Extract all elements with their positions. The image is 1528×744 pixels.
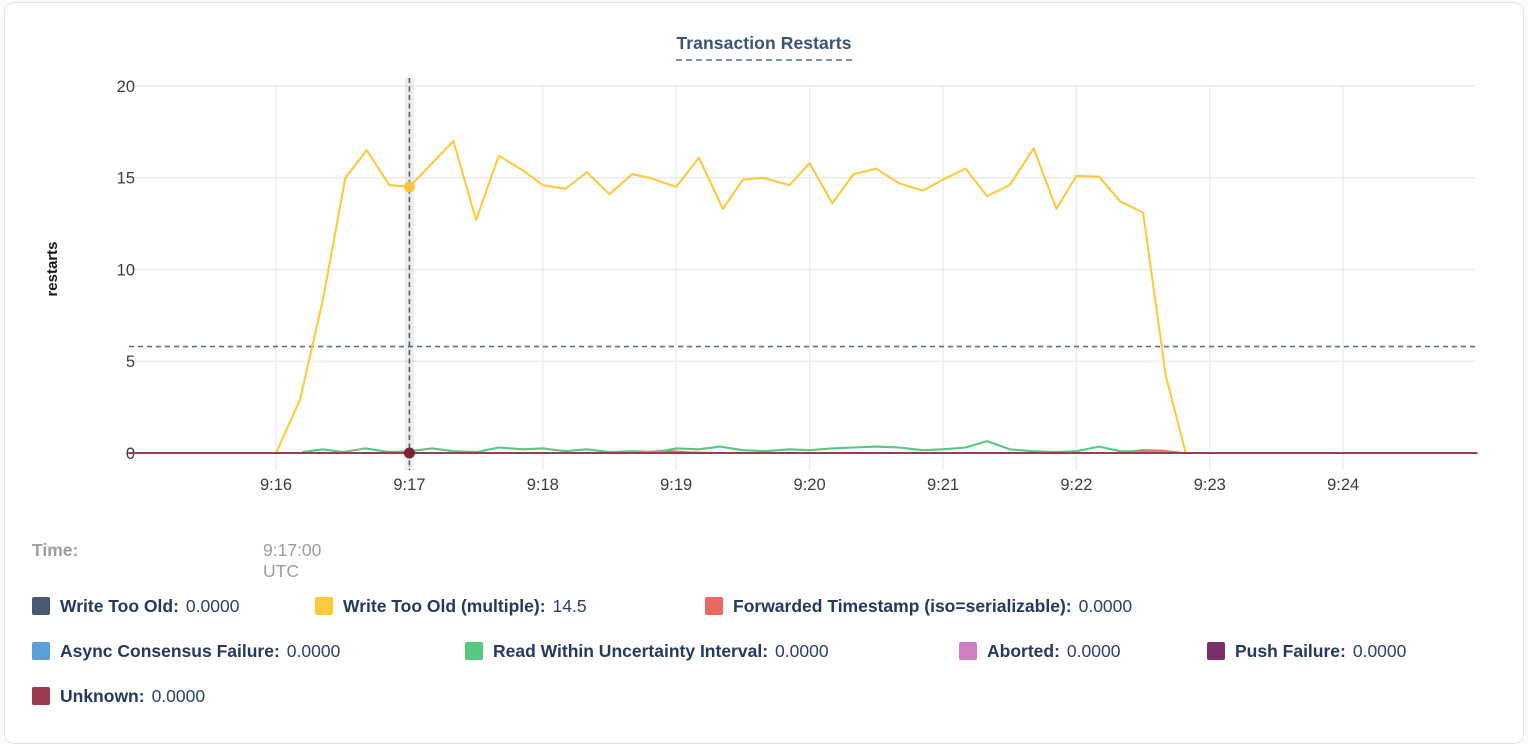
legend-item-unknown: Unknown: 0.0000 [32,686,205,708]
legend-value: 0.0000 [1352,641,1407,661]
legend-label: Push Failure: [1235,641,1346,661]
y-tick-label: 5 [126,353,135,371]
legend-item-forwarded-timestamp: Forwarded Timestamp (iso=serializable): 0… [705,596,1132,618]
push-failure-swatch [1207,642,1225,660]
x-tick-label: 9:24 [1327,476,1359,494]
chart-title-wrap: Transaction Restarts [5,33,1523,61]
write-too-old-multiple-swatch [315,597,333,615]
write-too-old-swatch [32,597,50,615]
legend-label: Forwarded Timestamp (iso=serializable): [733,596,1072,616]
chart-title[interactable]: Transaction Restarts [676,33,852,61]
legend-value: 0.0000 [185,596,240,616]
x-tick-label: 9:17 [393,476,425,494]
y-tick-label: 15 [117,170,135,188]
series-read-within-uncertainty-interval [301,440,1178,454]
time-value: 9:17:00 UTC [263,540,322,581]
x-tick-label: 9:18 [527,476,559,494]
legend-value: 0.0000 [1066,641,1121,661]
legend-item-write-too-old: Write Too Old: 0.0000 [32,596,239,618]
x-tick-label: 9:20 [794,476,826,494]
legend-value: 0.0000 [775,641,829,661]
y-tick-label: 20 [117,78,135,96]
crosshair-dot [403,447,415,459]
legend-item-push-failure: Push Failure: 0.0000 [1207,641,1406,663]
legend-item-read-within-uncertainty: Read Within Uncertainty Interval: 0.0000 [465,641,829,663]
crosshair-dot [403,181,415,193]
legend-item-write-too-old-multiple: Write Too Old (multiple): 14.5 [315,596,587,618]
aborted-swatch [959,642,977,660]
forwarded-timestamp-swatch [705,597,723,615]
legend-label: Async Consensus Failure: [60,641,280,661]
legend-label: Read Within Uncertainty Interval: [493,641,769,661]
legend-value: 14.5 [552,596,587,616]
y-axis-label: restarts [44,241,61,296]
x-tick-label: 9:23 [1194,476,1226,494]
series-write-too-old-multiple- [274,139,1187,455]
y-tick-label: 10 [117,261,135,279]
legend-value: 0.0000 [151,686,206,706]
x-tick-label: 9:22 [1060,476,1092,494]
x-tick-label: 9:19 [660,476,692,494]
read-within-uncertainty-swatch [465,642,483,660]
time-label: Time: [32,540,79,560]
transaction-restarts-card: Transaction Restarts 0 5 10 15 20 9:16 9:17 9:1… [4,2,1524,744]
legend-value: 0.0000 [1078,596,1133,616]
legend-value: 0.0000 [286,641,341,661]
legend-label: Write Too Old: [60,596,179,616]
async-consensus-failure-swatch [32,642,50,660]
legend-label: Write Too Old (multiple): [343,596,546,616]
unknown-swatch [32,687,50,705]
legend-label: Aborted: [987,641,1060,661]
legend-item-async-consensus-failure: Async Consensus Failure: 0.0000 [32,641,340,663]
legend-item-aborted: Aborted: 0.0000 [959,641,1120,663]
x-tick-label: 9:16 [260,476,292,494]
legend-label: Unknown: [60,686,145,706]
x-tick-label: 9:21 [927,476,959,494]
